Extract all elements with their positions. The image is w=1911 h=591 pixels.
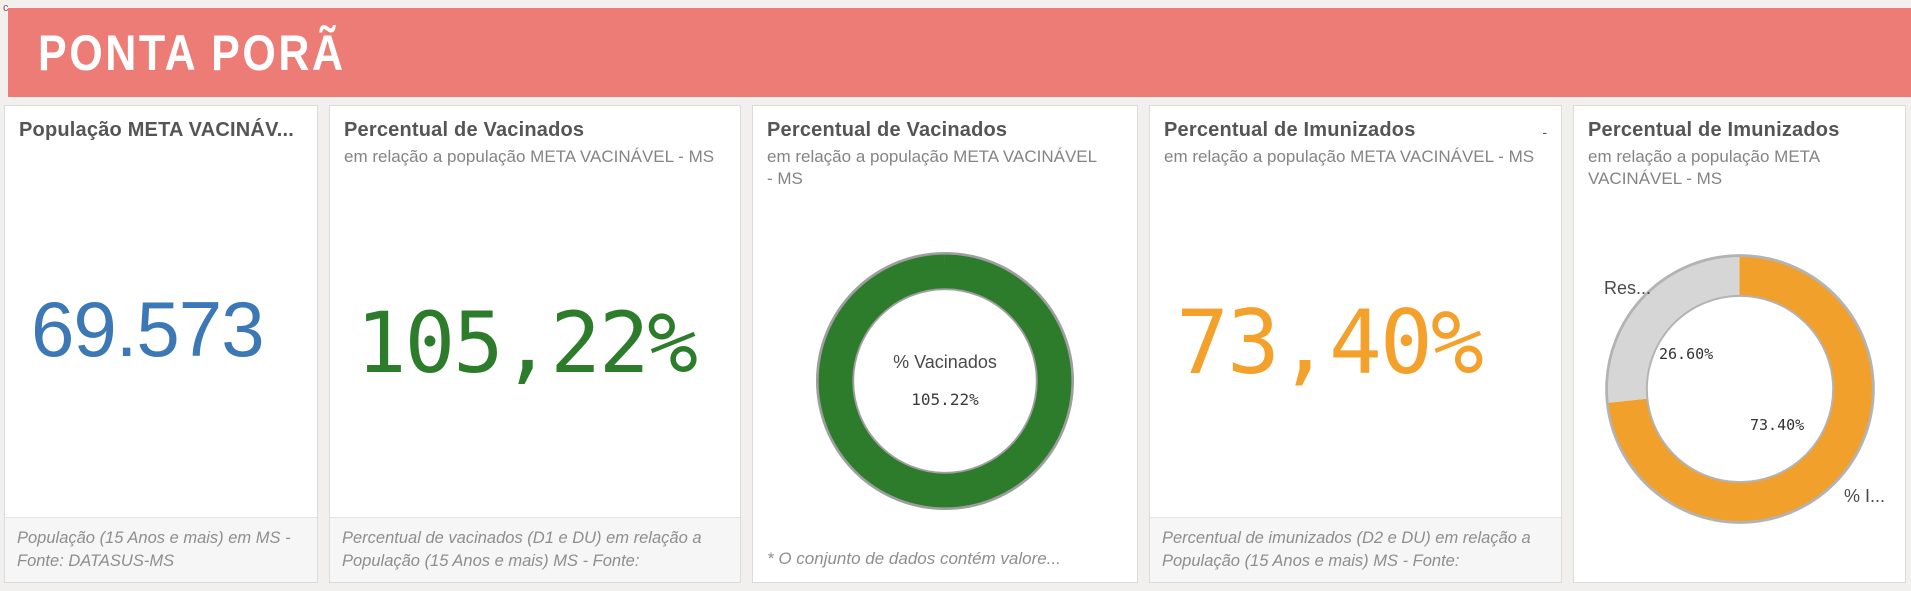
slice-value-restante: 26.60% xyxy=(1659,344,1714,363)
kpi-card-percentual-vacinados[interactable]: Percentual de Vacinados em relação a pop… xyxy=(329,105,741,583)
card-title: População META VACINÁV... xyxy=(19,119,295,141)
kpi-value-pct-vacinados: 105,22% xyxy=(356,293,698,392)
card-subtitle: em relação a população META VACINÁVEL - … xyxy=(1588,147,1820,188)
dashboard-header-bar: PONTA PORÃ xyxy=(8,8,1911,97)
vaccinated-donut-chart[interactable]: % Vacinados 105.22% xyxy=(812,248,1078,514)
stray-corner-mark: c xyxy=(3,2,9,14)
card-footnote: * O conjunto de dados contém valore... xyxy=(767,549,1061,568)
card-footnote: População (15 Anos e mais) em MS - Fonte… xyxy=(5,517,317,582)
card-subtitle: em relação a população META VACINÁVEL - … xyxy=(767,147,1097,188)
slice-value-imunizados: 73.40% xyxy=(1750,415,1805,434)
card-title: Percentual de Vacinados xyxy=(344,119,585,141)
kpi-cards-row: População META VACINÁV... 69.573 Populaç… xyxy=(4,105,1906,583)
kpi-card-populacao-meta[interactable]: População META VACINÁV... 69.573 Populaç… xyxy=(4,105,318,583)
page-title: PONTA PORÃ xyxy=(38,24,346,81)
card-subtitle: em relação a população META VACINÁVEL - … xyxy=(1164,147,1535,166)
kpi-card-percentual-imunizados[interactable]: - Percentual de Imunizados em relação a … xyxy=(1149,105,1562,583)
card-title: Percentual de Imunizados xyxy=(1588,119,1840,141)
kpi-value-pct-imunizados: 73,40% xyxy=(1176,291,1484,395)
card-footnote: Percentual de vacinados (D1 e DU) em rel… xyxy=(330,517,740,582)
card-footnote: Percentual de imunizados (D2 e DU) em re… xyxy=(1150,517,1561,582)
slice-label-restante: Res... xyxy=(1604,277,1652,298)
card-title: Percentual de Vacinados xyxy=(767,119,1008,141)
donut-card-percentual-vacinados[interactable]: Percentual de Vacinados em relação a pop… xyxy=(752,105,1138,583)
immunized-donut-chart[interactable] xyxy=(1601,250,1879,528)
donut-card-percentual-imunizados[interactable]: Percentual de Imunizados em relação a po… xyxy=(1573,105,1906,583)
slice-label-imunizados: % I... xyxy=(1844,485,1886,506)
card-title: Percentual de Imunizados xyxy=(1164,119,1416,141)
kpi-value-populacao: 69.573 xyxy=(31,285,265,374)
stray-dash-mark: - xyxy=(1542,124,1547,140)
card-subtitle: em relação a população META VACINÁVEL - … xyxy=(344,147,715,166)
